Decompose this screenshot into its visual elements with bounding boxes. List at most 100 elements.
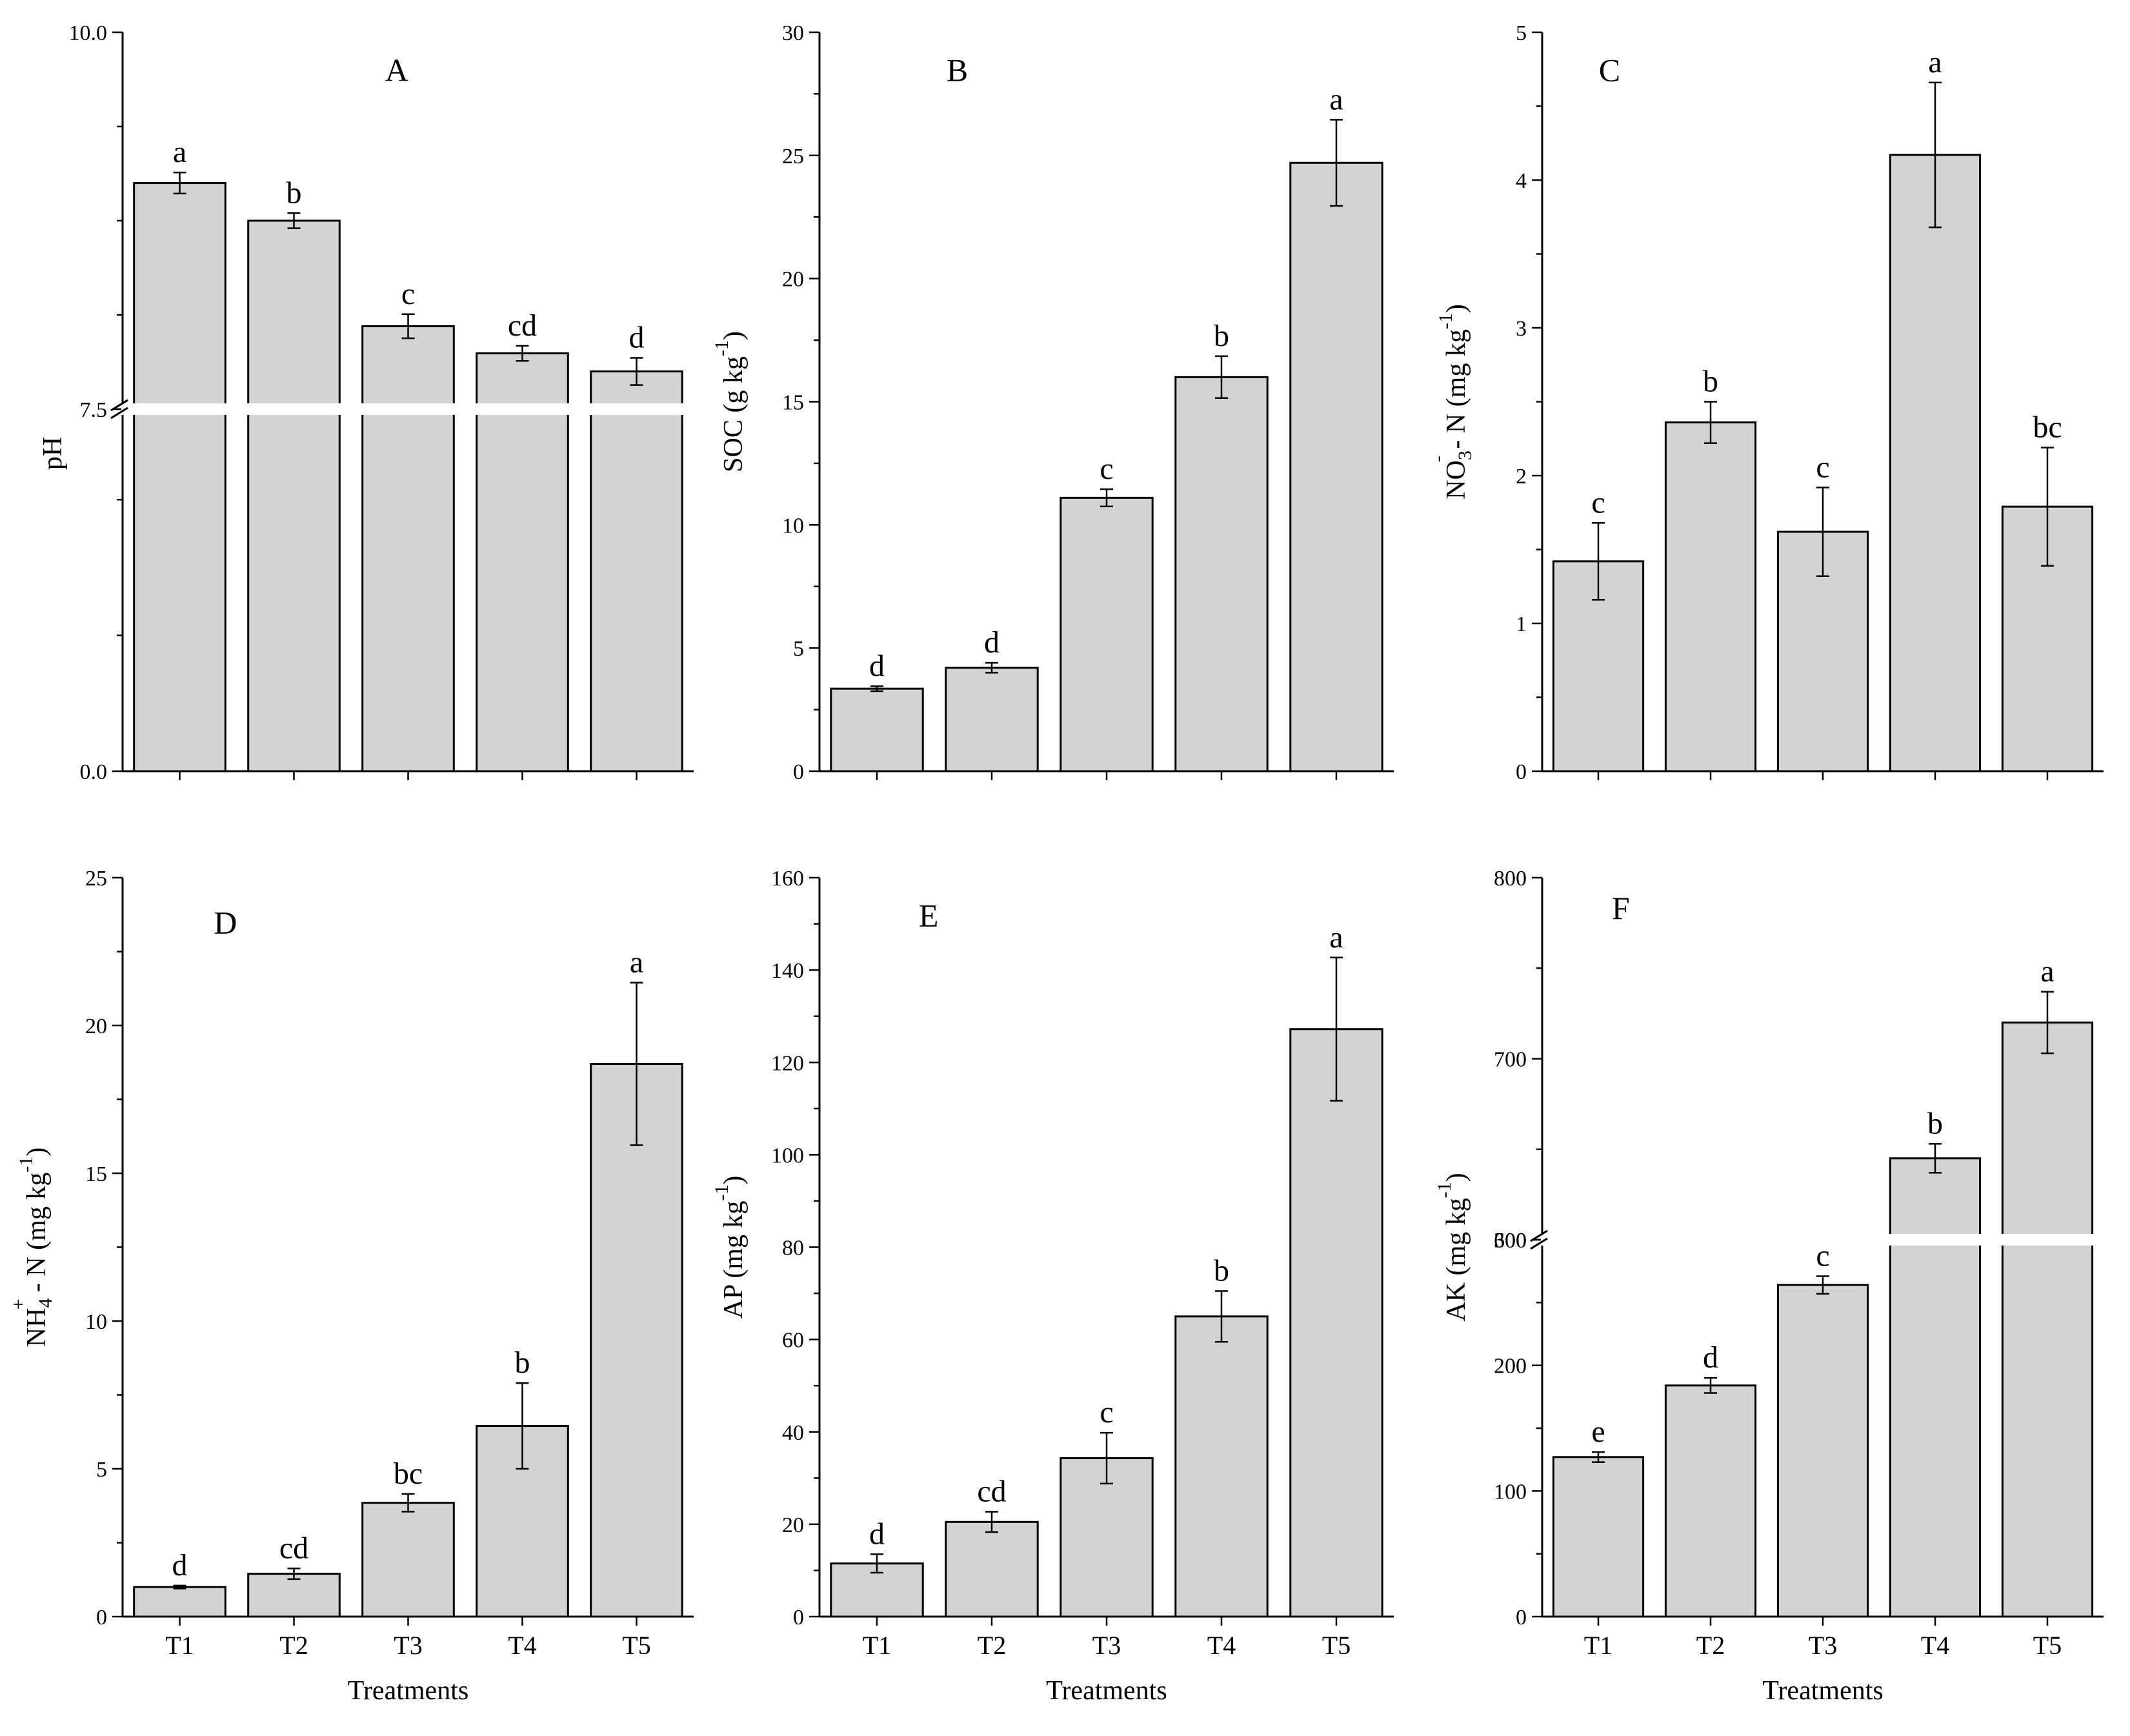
axis-break-slash xyxy=(110,399,128,412)
bar-t4 xyxy=(476,352,569,772)
y-axis-label-part: ) xyxy=(719,1176,749,1185)
bar-t4 xyxy=(1889,1157,1982,1618)
significance-label: cd xyxy=(279,1531,308,1565)
x-axis-title: Treatments xyxy=(1762,1676,1883,1706)
x-tick-label: T3 xyxy=(394,1631,422,1660)
y-tick-label: 4 xyxy=(1516,169,1527,193)
significance-label: b xyxy=(286,176,302,210)
x-tick-label: T1 xyxy=(863,1631,891,1660)
chart-panel-E: 0 20 40 60 80 100 120 140 160 d T1 cd T2 c T3 b T4 a T5 E AP… xyxy=(711,867,1394,1706)
bar-t3 xyxy=(361,325,455,772)
y-tick-label: 800 xyxy=(1494,867,1527,891)
y-axis-label-part: -1 xyxy=(15,1156,37,1173)
x-tick-label: T2 xyxy=(279,1631,308,1660)
x-axis-title: Treatments xyxy=(348,1676,468,1706)
y-axis-label: SOC (g kg-1) xyxy=(711,331,749,472)
y-tick-label: 10 xyxy=(85,1310,107,1334)
y-axis-label: pH xyxy=(38,437,68,470)
y-axis-label-part: -1 xyxy=(1435,313,1456,329)
bar-t2 xyxy=(945,667,1039,772)
bar-t5 xyxy=(1289,1028,1383,1618)
significance-label: a xyxy=(2040,954,2054,989)
bar-t2 xyxy=(247,219,341,772)
x-axis-title: Treatments xyxy=(1046,1676,1167,1706)
y-tick-label: 0.0 xyxy=(80,760,108,784)
x-tick-label: T5 xyxy=(1322,1631,1351,1660)
y-tick-label: 160 xyxy=(771,867,804,891)
y-tick-label: 15 xyxy=(85,1162,107,1186)
y-tick-label: 7.5 xyxy=(80,398,108,422)
y-tick-label: 140 xyxy=(771,959,804,983)
bar-t5 xyxy=(590,1063,683,1618)
y-tick-label: 0 xyxy=(793,760,804,784)
y-axis-label-part: 4 xyxy=(35,1298,56,1308)
y-axis-label-part: ) xyxy=(1442,1173,1471,1182)
y-axis-label-part: AP (mg kg xyxy=(719,1201,749,1319)
significance-label: d xyxy=(984,625,1000,660)
y-axis-label-part: SOC (g kg xyxy=(719,356,749,472)
bar-t1 xyxy=(133,1586,226,1618)
bar-t1 xyxy=(133,182,226,772)
axis-break-slash xyxy=(110,407,128,419)
x-tick-label: T1 xyxy=(1584,1631,1613,1660)
y-tick-label: 0 xyxy=(793,1606,804,1630)
y-tick-label: 600 xyxy=(1494,1229,1527,1253)
y-tick-label: 5 xyxy=(1516,21,1527,45)
significance-label: bc xyxy=(2033,410,2062,444)
panel-letter: B xyxy=(947,52,968,88)
y-axis-label-part: -1 xyxy=(711,1185,732,1201)
x-tick-label: T3 xyxy=(1092,1631,1121,1660)
y-tick-label: 40 xyxy=(782,1421,804,1445)
x-tick-label: T3 xyxy=(1809,1631,1837,1660)
x-tick-label: T4 xyxy=(508,1631,536,1660)
axis-break-slash xyxy=(1530,1237,1548,1250)
significance-label: c xyxy=(1591,485,1605,520)
y-tick-label: 20 xyxy=(85,1014,107,1038)
y-tick-label: 5 xyxy=(96,1458,107,1482)
y-tick-label: 25 xyxy=(782,145,804,168)
significance-label: d xyxy=(172,1548,188,1582)
bar-t2 xyxy=(945,1520,1039,1618)
significance-label: bc xyxy=(394,1457,423,1491)
significance-label: b xyxy=(1927,1106,1943,1140)
significance-label: b xyxy=(1214,319,1229,353)
y-tick-label: 100 xyxy=(1494,1480,1527,1504)
bar-t3 xyxy=(1060,1457,1154,1618)
y-tick-label: 0 xyxy=(1516,1606,1527,1630)
y-axis-label-part: ) xyxy=(719,331,749,340)
y-tick-label: 0 xyxy=(1516,760,1527,784)
bar-t1 xyxy=(830,687,924,772)
chart-panel-A: 0.0 7.5 10.0 a b c cd d ApH xyxy=(38,21,695,784)
significance-label: a xyxy=(1329,82,1343,116)
y-axis-label: AP (mg kg-1) xyxy=(711,1176,749,1319)
y-tick-label: 100 xyxy=(771,1144,804,1167)
y-axis-label-part: -1 xyxy=(711,340,732,356)
significance-label: a xyxy=(1928,45,1942,79)
significance-label: c xyxy=(1816,450,1829,484)
y-tick-label: 15 xyxy=(782,391,804,415)
significance-label: d xyxy=(869,649,885,683)
y-tick-label: 30 xyxy=(782,21,804,45)
bar-t2 xyxy=(1664,421,1757,772)
y-axis-label-part: + xyxy=(8,1299,29,1310)
y-tick-label: 0 xyxy=(96,1606,107,1630)
x-tick-label: T4 xyxy=(1921,1631,1949,1660)
significance-label: d xyxy=(1703,1340,1718,1375)
significance-label: d xyxy=(629,321,645,355)
x-tick-label: T5 xyxy=(2033,1631,2062,1660)
bar-t4 xyxy=(1174,376,1269,772)
y-tick-label: 5 xyxy=(793,637,804,661)
x-tick-label: T1 xyxy=(165,1631,194,1660)
bar-t3 xyxy=(361,1502,455,1618)
x-tick-label: T5 xyxy=(622,1631,650,1660)
significance-label: cd xyxy=(508,308,537,343)
significance-label: b xyxy=(515,1346,530,1380)
y-tick-label: 200 xyxy=(1494,1355,1527,1378)
panel-letter: F xyxy=(1612,890,1630,926)
y-axis-label-part: AK (mg kg xyxy=(1442,1198,1471,1321)
y-tick-label: 1 xyxy=(1516,612,1527,636)
y-axis-label-part: -1 xyxy=(1434,1182,1455,1198)
significance-label: b xyxy=(1214,1253,1229,1287)
significance-label: c xyxy=(401,277,415,311)
